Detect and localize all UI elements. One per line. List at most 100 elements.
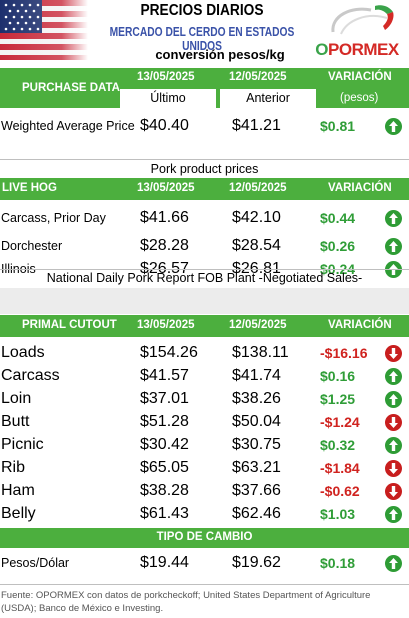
variation-value: $1.03	[320, 506, 356, 522]
previous-value: $138.11	[232, 344, 289, 361]
us-flag-icon	[0, 0, 88, 60]
previous-value: $30.75	[232, 436, 281, 453]
current-value: $26.57	[140, 260, 189, 277]
current-value: $19.44	[140, 554, 189, 571]
arrow-up-icon	[385, 506, 402, 523]
row-label: Picnic	[1, 436, 44, 453]
arrow-up-icon	[385, 391, 402, 408]
livehog-header: LIVE HOG 13/05/2025 12/05/2025 VARIACIÓN	[0, 178, 409, 200]
opormex-swirl-icon	[331, 5, 394, 35]
current-value: $154.26	[140, 344, 198, 361]
variation-value: $0.16	[320, 368, 356, 384]
page-title: PRECIOS DIARIOS	[140, 2, 264, 19]
table-row: Illinois $26.57 $26.81 $0.24	[0, 259, 409, 281]
primal-var-label: VARIACIÓN	[328, 319, 392, 331]
source-footer: Fuente: OPORMEX con datos de porkcheckof…	[1, 590, 371, 614]
variation-value: $0.81	[320, 118, 356, 134]
purchase-label: PURCHASE DATA	[22, 82, 120, 94]
previous-value: $37.66	[232, 482, 281, 499]
table-row: Loads $154.26 $138.11 -$16.16	[0, 343, 409, 365]
variation-value: $0.18	[320, 555, 356, 571]
variation-value: -$1.84	[320, 460, 360, 476]
arrow-down-icon	[385, 460, 402, 477]
variation-value: $0.32	[320, 437, 356, 453]
table-row: Pesos/Dólar $19.44 $19.62 $0.18	[0, 553, 409, 575]
current-value: $37.01	[140, 390, 189, 407]
purchase-sub-anterior: Anterior	[220, 89, 316, 108]
variation-value: $0.26	[320, 238, 356, 254]
row-label: Carcass	[1, 367, 60, 384]
variation-value: -$0.62	[320, 483, 360, 499]
table-row: Dorchester $28.28 $28.54 $0.26	[0, 236, 409, 258]
arrow-up-icon	[385, 118, 402, 135]
purchase-date1: 13/05/2025	[137, 71, 195, 83]
arrow-up-icon	[385, 210, 402, 227]
row-label: Weighted Average Price	[1, 119, 135, 133]
livehog-date2: 12/05/2025	[229, 182, 287, 194]
table-row: Rib $65.05 $63.21 -$1.84	[0, 458, 409, 480]
arrow-down-icon	[385, 414, 402, 431]
current-value: $41.66	[140, 209, 189, 226]
divider	[0, 159, 409, 160]
previous-value: $41.74	[232, 367, 281, 384]
previous-value: $63.21	[232, 459, 281, 476]
current-value: $38.28	[140, 482, 189, 499]
divider	[0, 584, 409, 585]
row-label: Loin	[1, 390, 32, 407]
row-label: Belly	[1, 505, 36, 522]
table-row: Belly $61.43 $62.46 $1.03	[0, 504, 409, 526]
livehog-var-label: VARIACIÓN	[328, 182, 392, 194]
previous-value: $19.62	[232, 554, 281, 571]
arrow-down-icon	[385, 345, 402, 362]
table-row: Ham $38.28 $37.66 -$0.62	[0, 481, 409, 503]
logo-wordmark: PORMEX	[328, 40, 399, 59]
arrow-down-icon	[385, 483, 402, 500]
arrow-up-icon	[385, 368, 402, 385]
purchase-var-label: VARIACIÓN	[328, 71, 392, 83]
page-subtitle: MERCADO DEL CERDO EN ESTADOS UNIDOS	[109, 25, 295, 53]
current-value: $40.40	[140, 117, 189, 134]
variation-value: -$16.16	[320, 345, 368, 361]
row-label: Dorchester	[1, 239, 63, 253]
purchase-var-unit: (pesos)	[340, 92, 379, 104]
fx-header: TIPO DE CAMBIO	[0, 528, 409, 548]
table-row: Carcass, Prior Day $41.66 $42.10 $0.44	[0, 208, 409, 230]
table-row: Carcass $41.57 $41.74 $0.16	[0, 366, 409, 388]
variation-value: -$1.24	[320, 414, 360, 430]
table-row: Picnic $30.42 $30.75 $0.32	[0, 435, 409, 457]
fob-subheader-band	[0, 288, 409, 314]
opormex-logo: OPORMEX	[311, 2, 403, 60]
conversion-note: conversión pesos/kg	[155, 47, 285, 62]
arrow-up-icon	[385, 238, 402, 255]
purchase-date2: 12/05/2025	[229, 71, 287, 83]
fx-label: TIPO DE CAMBIO	[156, 531, 253, 543]
previous-value: $42.10	[232, 209, 281, 226]
current-value: $28.28	[140, 237, 189, 254]
row-label: Carcass, Prior Day	[1, 211, 106, 225]
row-label: Pesos/Dólar	[1, 556, 70, 570]
previous-value: $28.54	[232, 237, 281, 254]
previous-value: $62.46	[232, 505, 281, 522]
current-value: $65.05	[140, 459, 189, 476]
row-label: Loads	[1, 344, 45, 361]
previous-value: $38.26	[232, 390, 281, 407]
table-row: Butt $51.28 $50.04 -$1.24	[0, 412, 409, 434]
pork-section-title: Pork product prices	[150, 162, 259, 176]
current-value: $41.57	[140, 367, 189, 384]
current-value: $30.42	[140, 436, 189, 453]
previous-value: $26.81	[232, 260, 281, 277]
primal-date1: 13/05/2025	[137, 319, 195, 331]
previous-value: $41.21	[232, 117, 281, 134]
purchase-sub-ultimo: Último	[120, 89, 216, 108]
primal-header: PRIMAL CUTOUT 13/05/2025 12/05/2025 VARI…	[0, 315, 409, 337]
divider	[0, 269, 409, 270]
primal-label: PRIMAL CUTOUT	[22, 319, 117, 331]
variation-value: $1.25	[320, 391, 356, 407]
arrow-up-icon	[385, 555, 402, 572]
row-label: Ham	[1, 482, 35, 499]
fob-section-title: National Daily Pork Report FOB Plant -Ne…	[46, 271, 363, 285]
current-value: $51.28	[140, 413, 189, 430]
table-row: Loin $37.01 $38.26 $1.25	[0, 389, 409, 411]
previous-value: $50.04	[232, 413, 281, 430]
table-row: Weighted Average Price $40.40 $41.21 $0.81	[0, 116, 409, 138]
